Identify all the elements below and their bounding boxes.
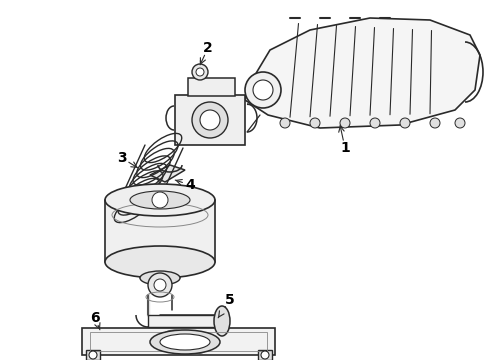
Ellipse shape (117, 196, 163, 214)
Polygon shape (188, 78, 235, 96)
Polygon shape (140, 262, 180, 278)
Circle shape (400, 118, 410, 128)
Text: 5: 5 (225, 293, 235, 307)
Ellipse shape (150, 330, 220, 354)
Circle shape (148, 273, 172, 297)
Circle shape (280, 118, 290, 128)
Text: 6: 6 (90, 311, 100, 325)
Ellipse shape (140, 271, 180, 285)
Polygon shape (82, 328, 275, 355)
Circle shape (430, 118, 440, 128)
Circle shape (310, 118, 320, 128)
Ellipse shape (160, 334, 210, 350)
Circle shape (253, 80, 273, 100)
Polygon shape (148, 315, 220, 327)
Circle shape (89, 351, 97, 359)
Polygon shape (86, 350, 100, 360)
Circle shape (192, 64, 208, 80)
Text: 3: 3 (117, 151, 127, 165)
Polygon shape (150, 165, 185, 182)
Ellipse shape (105, 246, 215, 278)
Text: 4: 4 (185, 178, 195, 192)
Ellipse shape (200, 110, 220, 130)
Polygon shape (175, 95, 245, 145)
Text: 2: 2 (203, 41, 213, 55)
Text: 1: 1 (340, 141, 350, 155)
Ellipse shape (105, 184, 215, 216)
Circle shape (196, 68, 204, 76)
Polygon shape (105, 200, 215, 262)
Polygon shape (245, 18, 480, 128)
Ellipse shape (130, 191, 190, 209)
Polygon shape (258, 350, 272, 360)
Circle shape (245, 72, 281, 108)
Circle shape (455, 118, 465, 128)
Circle shape (152, 192, 168, 208)
Circle shape (261, 351, 269, 359)
Circle shape (340, 118, 350, 128)
Circle shape (154, 279, 166, 291)
Ellipse shape (214, 306, 230, 336)
Ellipse shape (192, 102, 228, 138)
Circle shape (370, 118, 380, 128)
